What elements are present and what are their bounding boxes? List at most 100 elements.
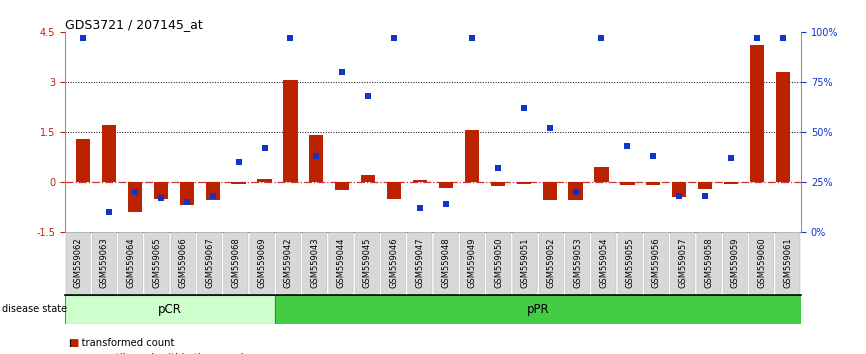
FancyBboxPatch shape: [750, 233, 773, 293]
Point: [413, 205, 427, 211]
Bar: [387, 182, 401, 199]
Point: [698, 193, 712, 199]
Bar: [568, 182, 583, 200]
FancyBboxPatch shape: [171, 233, 196, 293]
Text: GSM559061: GSM559061: [784, 238, 792, 288]
FancyBboxPatch shape: [670, 233, 695, 293]
Point: [672, 193, 686, 199]
Bar: [439, 182, 453, 188]
Point: [491, 165, 505, 171]
Bar: [620, 182, 635, 184]
FancyBboxPatch shape: [223, 233, 248, 293]
FancyBboxPatch shape: [145, 233, 169, 293]
Text: GSM559046: GSM559046: [389, 238, 398, 288]
Text: GSM559068: GSM559068: [231, 238, 241, 288]
Text: GSM559051: GSM559051: [520, 238, 529, 288]
Point: [595, 35, 609, 41]
Text: GSM559063: GSM559063: [100, 238, 109, 288]
Point: [206, 193, 220, 199]
Bar: [542, 182, 557, 200]
FancyBboxPatch shape: [776, 233, 800, 293]
Text: GSM559053: GSM559053: [573, 238, 582, 288]
Point: [283, 35, 297, 41]
Text: GSM559066: GSM559066: [178, 238, 188, 288]
FancyBboxPatch shape: [565, 233, 590, 293]
Text: GSM559065: GSM559065: [152, 238, 161, 288]
Bar: [724, 182, 738, 184]
Point: [154, 195, 168, 201]
FancyBboxPatch shape: [513, 233, 537, 293]
Point: [439, 201, 453, 207]
FancyBboxPatch shape: [66, 233, 90, 293]
FancyBboxPatch shape: [302, 233, 326, 293]
FancyBboxPatch shape: [487, 233, 511, 293]
Text: GSM559059: GSM559059: [731, 238, 740, 288]
FancyBboxPatch shape: [540, 233, 564, 293]
FancyBboxPatch shape: [723, 233, 747, 293]
Bar: [413, 179, 427, 182]
Text: disease state: disease state: [2, 304, 67, 314]
Text: GSM559056: GSM559056: [652, 238, 661, 288]
FancyBboxPatch shape: [697, 233, 721, 293]
Bar: [102, 125, 116, 182]
Point: [128, 189, 142, 195]
Bar: [179, 182, 194, 205]
Text: GSM559042: GSM559042: [284, 238, 293, 288]
FancyBboxPatch shape: [434, 233, 458, 293]
Text: GSM559049: GSM559049: [468, 238, 477, 288]
Text: GSM559047: GSM559047: [416, 238, 424, 288]
Point: [361, 93, 375, 99]
Point: [543, 125, 557, 131]
Point: [387, 35, 401, 41]
Bar: [275, 295, 801, 324]
Text: GSM559054: GSM559054: [599, 238, 609, 288]
Point: [257, 145, 271, 151]
FancyBboxPatch shape: [197, 233, 222, 293]
Text: pPR: pPR: [527, 303, 549, 316]
Point: [335, 69, 349, 75]
Point: [620, 143, 634, 149]
Text: ■: ■: [69, 353, 79, 354]
Text: GSM559043: GSM559043: [310, 238, 320, 288]
FancyBboxPatch shape: [644, 233, 669, 293]
FancyBboxPatch shape: [119, 233, 143, 293]
Text: GSM559057: GSM559057: [678, 238, 688, 288]
Bar: [698, 182, 712, 189]
Bar: [361, 175, 375, 182]
Text: GSM559064: GSM559064: [126, 238, 135, 288]
FancyBboxPatch shape: [93, 233, 116, 293]
Point: [76, 35, 90, 41]
Text: GSM559058: GSM559058: [705, 238, 714, 288]
Text: GSM559060: GSM559060: [757, 238, 766, 288]
Bar: [672, 182, 687, 197]
Bar: [231, 182, 246, 183]
Text: GSM559067: GSM559067: [205, 238, 214, 288]
Text: ■ transformed count: ■ transformed count: [69, 338, 175, 348]
Bar: [154, 182, 168, 199]
Bar: [594, 167, 609, 182]
Text: GSM559052: GSM559052: [546, 238, 556, 288]
FancyBboxPatch shape: [408, 233, 432, 293]
FancyBboxPatch shape: [461, 233, 485, 293]
Bar: [517, 182, 531, 184]
FancyBboxPatch shape: [618, 233, 643, 293]
Bar: [76, 138, 90, 182]
Point: [517, 105, 531, 111]
Bar: [491, 182, 505, 186]
Point: [724, 155, 738, 161]
Text: ■: ■: [69, 338, 79, 348]
FancyBboxPatch shape: [591, 233, 616, 293]
Bar: [128, 182, 142, 212]
Bar: [646, 182, 661, 185]
Point: [646, 153, 660, 159]
Bar: [750, 45, 764, 182]
Text: GSM559069: GSM559069: [257, 238, 267, 288]
Point: [776, 35, 790, 41]
Text: GSM559045: GSM559045: [363, 238, 372, 288]
Text: GSM559044: GSM559044: [337, 238, 346, 288]
Bar: [465, 130, 479, 182]
Bar: [65, 295, 275, 324]
Point: [309, 153, 323, 159]
FancyBboxPatch shape: [329, 233, 353, 293]
Point: [102, 209, 116, 215]
